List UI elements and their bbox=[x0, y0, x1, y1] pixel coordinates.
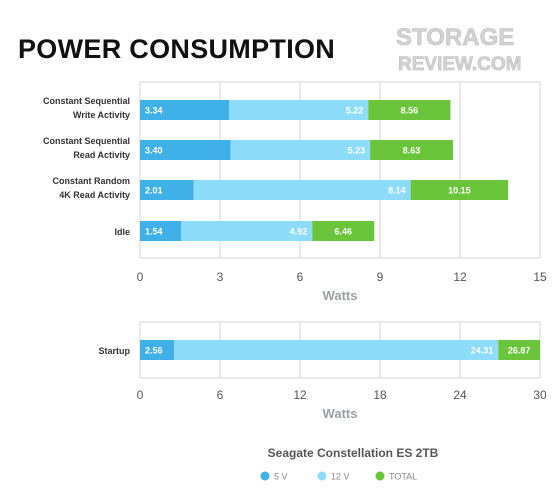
category-label: Idle bbox=[114, 227, 130, 237]
category-label: Constant Sequential bbox=[43, 96, 130, 106]
bar-label-5v: 3.40 bbox=[145, 146, 163, 156]
legend-title: Seagate Constellation ES 2TB bbox=[268, 446, 439, 460]
bar-12v bbox=[181, 221, 313, 241]
x-tick-label: 3 bbox=[217, 270, 224, 284]
legend-label: 12 V bbox=[331, 472, 350, 482]
legend-swatch bbox=[317, 471, 327, 481]
x-tick-label: 9 bbox=[377, 270, 384, 284]
x-tick-label: 6 bbox=[217, 388, 224, 402]
bar-label-5v: 3.34 bbox=[145, 106, 163, 116]
x-tick-label: 12 bbox=[293, 388, 307, 402]
logo-line-1: STORAGE bbox=[396, 24, 514, 51]
bar-label-5v: 2.56 bbox=[145, 346, 163, 356]
category-label: Constant Sequential bbox=[43, 136, 130, 146]
category-label: Startup bbox=[99, 346, 131, 356]
category-label: 4K Read Activity bbox=[59, 190, 130, 200]
bar-label-total: 10.15 bbox=[448, 186, 471, 196]
bar-label-5v: 2.01 bbox=[145, 186, 163, 196]
bar-5v bbox=[140, 221, 182, 241]
page-title: POWER CONSUMPTION bbox=[18, 34, 336, 64]
bar-label-total: 8.56 bbox=[401, 106, 419, 116]
category-label: Read Activity bbox=[73, 150, 130, 160]
x-tick-label: 18 bbox=[373, 388, 387, 402]
bar-total bbox=[370, 140, 453, 160]
bar-12v bbox=[174, 340, 499, 360]
legend-label: 5 V bbox=[274, 472, 288, 482]
bar-total bbox=[312, 221, 375, 241]
bar-label-12v: 24.31 bbox=[471, 346, 494, 356]
x-tick-label: 30 bbox=[533, 388, 547, 402]
bar-label-total: 6.46 bbox=[335, 227, 353, 237]
bar-total bbox=[498, 340, 540, 360]
x-tick-label: 24 bbox=[453, 388, 467, 402]
bar-label-12v: 8.14 bbox=[388, 186, 406, 196]
legend-swatch bbox=[260, 471, 270, 481]
bar-5v bbox=[140, 140, 231, 160]
x-axis-title: Watts bbox=[323, 406, 358, 421]
x-tick-label: 6 bbox=[297, 270, 304, 284]
bar-label-12v: 4.92 bbox=[290, 227, 308, 237]
bar-label-12v: 5.23 bbox=[348, 146, 366, 156]
bar-total bbox=[368, 100, 451, 120]
bar-total bbox=[410, 180, 509, 200]
bar-12v bbox=[193, 180, 411, 200]
bar-12v bbox=[229, 100, 369, 120]
bar-5v bbox=[140, 340, 175, 360]
bar-5v bbox=[140, 180, 194, 200]
bar-12v bbox=[230, 140, 371, 160]
legend-label: TOTAL bbox=[389, 472, 417, 482]
x-axis-title: Watts bbox=[323, 288, 358, 303]
bar-label-total: 8.63 bbox=[403, 146, 421, 156]
x-tick-label: 0 bbox=[137, 270, 144, 284]
bar-label-5v: 1.54 bbox=[145, 227, 163, 237]
bar-label-12v: 5.22 bbox=[346, 106, 364, 116]
storagereview-logo: STORAGE REVIEW.COM bbox=[396, 24, 522, 76]
category-label: Write Activity bbox=[73, 110, 130, 120]
category-label: Constant Random bbox=[53, 176, 131, 186]
bar-label-total: 26.87 bbox=[508, 346, 531, 356]
legend-swatch bbox=[375, 471, 385, 481]
x-tick-label: 15 bbox=[533, 270, 547, 284]
x-tick-label: 12 bbox=[453, 270, 467, 284]
x-tick-label: 0 bbox=[137, 388, 144, 402]
logo-line-2: REVIEW.COM bbox=[398, 54, 522, 75]
bar-5v bbox=[140, 100, 230, 120]
